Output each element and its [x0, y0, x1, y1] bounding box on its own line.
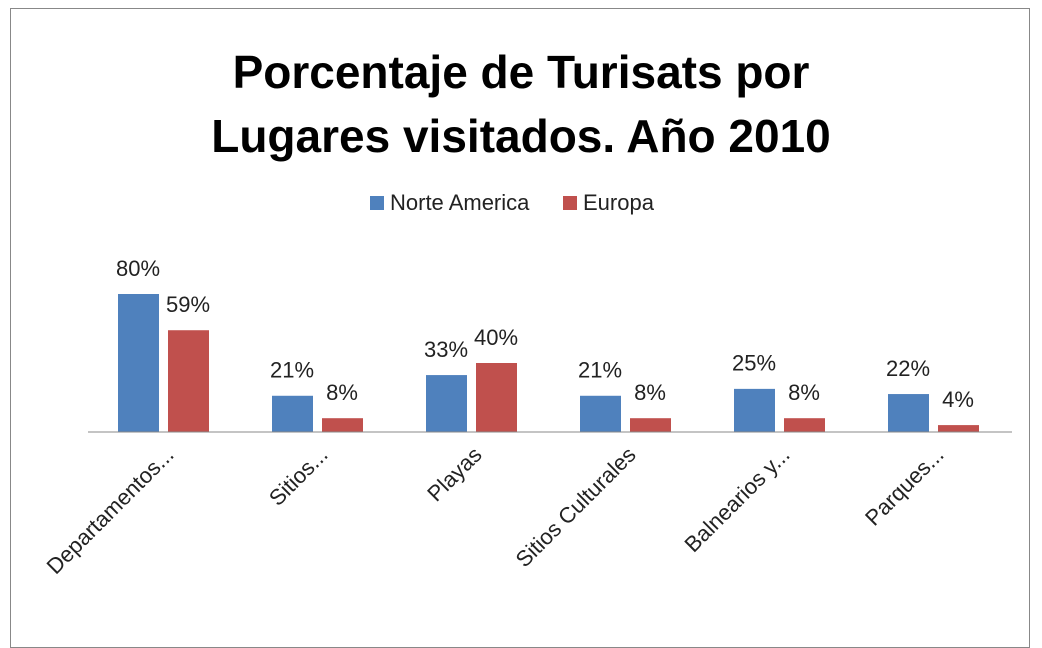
title-box: Porcentaje de Turisats por Lugares visit…: [0, 40, 1042, 168]
x-tick-label: Sitios...: [264, 442, 333, 511]
data-label: 80%: [116, 256, 160, 281]
bar: [168, 330, 209, 432]
x-tick-label: Balnearios y...: [680, 442, 795, 557]
legend-swatch: [563, 196, 577, 210]
data-label: 25%: [732, 351, 776, 376]
data-label: 8%: [788, 380, 820, 405]
data-label: 21%: [270, 358, 314, 383]
data-label: 59%: [166, 292, 210, 317]
legend-swatch: [370, 196, 384, 210]
bar: [476, 363, 517, 432]
bar: [322, 418, 363, 432]
bar: [888, 394, 929, 432]
bar: [580, 395, 621, 432]
bar: [272, 395, 313, 432]
legend-label: Europa: [583, 190, 655, 215]
bar: [734, 388, 775, 432]
data-label: 40%: [474, 325, 518, 350]
data-label: 8%: [326, 380, 358, 405]
data-label: 4%: [942, 387, 974, 412]
page: Porcentaje de Turisats por Lugares visit…: [0, 8, 1042, 648]
data-label: 22%: [886, 356, 930, 381]
x-tick-label: Departamentos...: [42, 442, 179, 579]
data-label: 21%: [578, 358, 622, 383]
data-label: 8%: [634, 380, 666, 405]
bar: [784, 418, 825, 432]
chart-title: Porcentaje de Turisats por Lugares visit…: [211, 46, 831, 162]
bar: [426, 375, 467, 432]
bar: [118, 294, 159, 432]
legend-label: Norte America: [390, 190, 530, 215]
chart: Norte America Europa 80%59% Departamentos..…: [42, 190, 1012, 579]
x-tick-label: Parques...: [860, 442, 949, 531]
bar: [630, 418, 671, 432]
x-tick-label: Sitios Culturales: [511, 442, 641, 572]
x-tick-label: Playas: [422, 442, 486, 506]
bar: [938, 425, 979, 432]
data-label: 33%: [424, 337, 468, 362]
